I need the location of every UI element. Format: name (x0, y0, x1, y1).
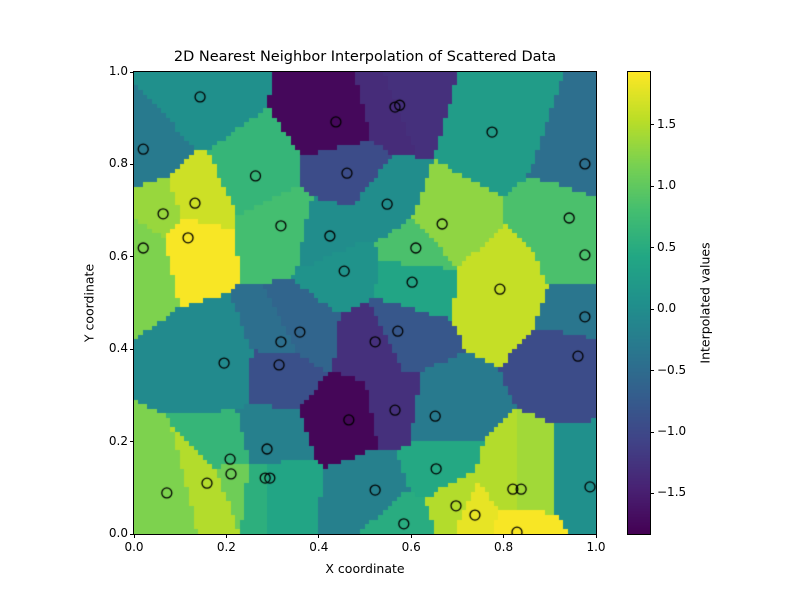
x-tick-mark (503, 534, 505, 538)
y-tick-label: 0.6 (108, 248, 128, 263)
x-tick-mark (318, 534, 320, 538)
colorbar-tick-mark (650, 124, 654, 126)
colorbar-tick-label: 1.5 (657, 116, 677, 131)
colorbar-tick-label: −0.5 (657, 362, 687, 377)
x-tick-label: 1.0 (586, 540, 606, 554)
x-tick-mark (225, 534, 227, 538)
y-tick-label: 0.2 (108, 433, 128, 448)
x-tick-mark (595, 534, 597, 538)
x-tick-label: 0.0 (124, 540, 144, 554)
y-tick-mark (130, 163, 134, 165)
y-tick-mark (130, 348, 134, 350)
colorbar-tick-mark (650, 431, 654, 433)
x-tick-label: 0.2 (216, 540, 236, 554)
colorbar-label: Interpolated values (697, 242, 713, 364)
x-tick-label: 0.4 (309, 540, 329, 554)
x-tick-mark (133, 534, 135, 538)
colorbar-tick-mark (650, 247, 654, 249)
colorbar-tick-label: −1.5 (657, 485, 687, 500)
y-tick-label: 0.8 (108, 156, 128, 171)
y-tick-label: 0.4 (108, 341, 128, 356)
interpolation-heatmap (134, 72, 596, 534)
colorbar-tick-label: 0.0 (657, 301, 677, 316)
x-tick-label: 0.6 (401, 540, 421, 554)
colorbar-tick-mark (650, 308, 654, 310)
colorbar-tick-label: 1.0 (657, 178, 677, 193)
y-axis-label: Y coordinate (81, 263, 97, 343)
colorbar-tick-mark (650, 185, 654, 187)
y-tick-mark (130, 533, 134, 535)
x-tick-label: 0.8 (494, 540, 514, 554)
chart-title: 2D Nearest Neighbor Interpolation of Sca… (173, 49, 557, 65)
y-tick-mark (130, 441, 134, 443)
colorbar-tick-mark (650, 492, 654, 494)
colorbar-tick-mark (650, 370, 654, 372)
y-tick-mark (130, 256, 134, 258)
y-tick-label: 1.0 (108, 64, 128, 78)
colorbar-tick-label: 0.5 (657, 239, 677, 254)
y-tick-mark (130, 71, 134, 73)
x-tick-mark (410, 534, 412, 538)
y-tick-label: 0.0 (108, 526, 128, 540)
x-axis-label: X coordinate (325, 561, 405, 576)
colorbar-tick-label: −1.0 (657, 424, 687, 439)
colorbar (628, 72, 650, 534)
